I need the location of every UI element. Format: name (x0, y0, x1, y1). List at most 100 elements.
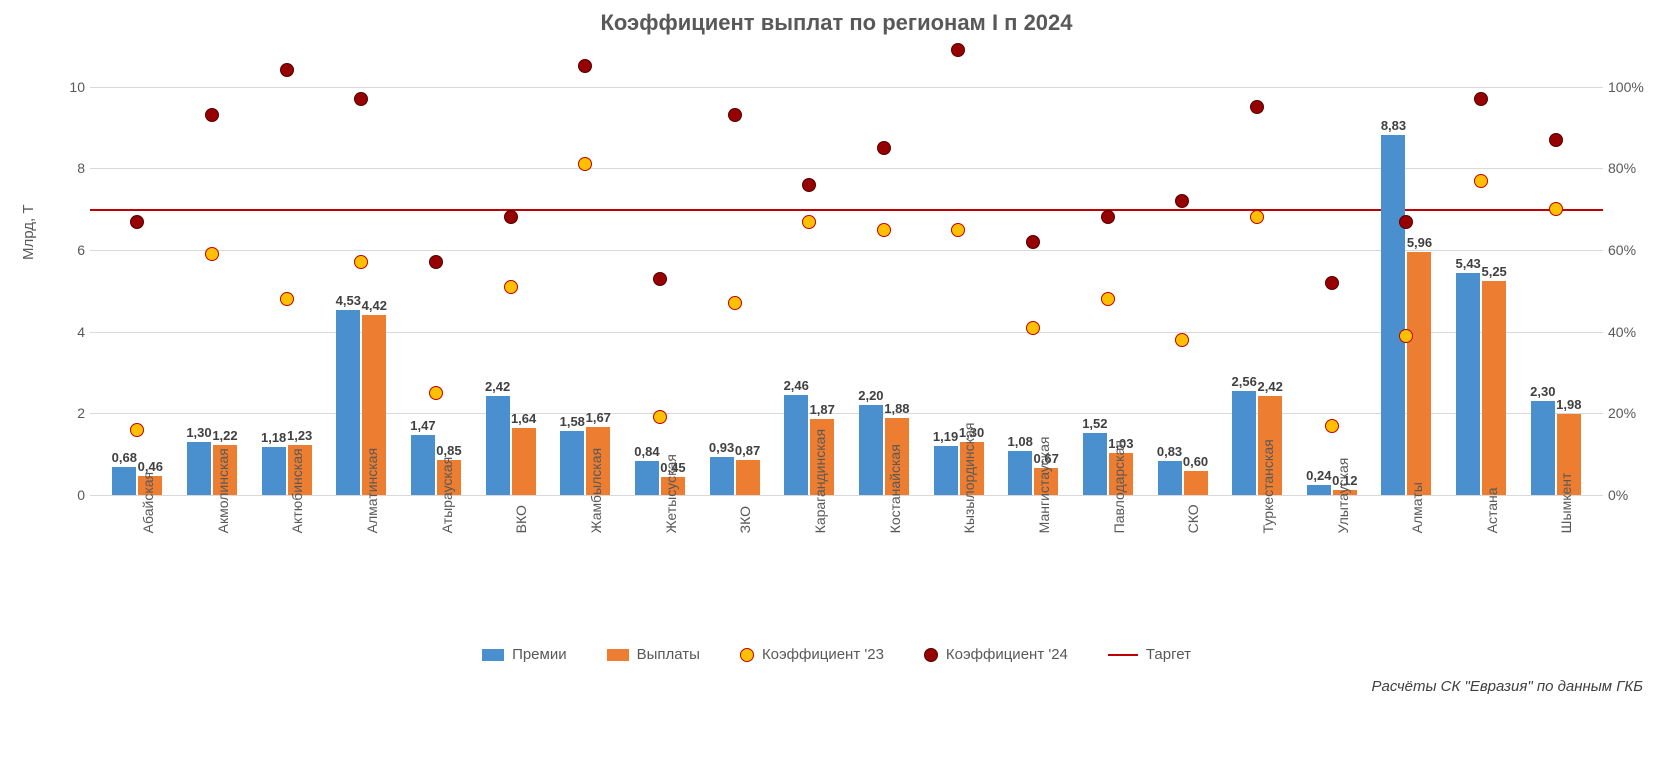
bar-group: 1,470,85 (399, 46, 474, 495)
bar-value-label: 4,42 (362, 298, 387, 313)
bar-premiums: 4,53 (336, 310, 360, 495)
y-tick-left: 2 (55, 405, 85, 421)
marker-coef23 (429, 386, 443, 400)
bar-premiums: 1,08 (1008, 451, 1032, 495)
marker-coef23 (1175, 333, 1189, 347)
y-tick-left: 0 (55, 487, 85, 503)
marker-coef24 (1250, 100, 1264, 114)
bar-group: 0,840,45 (623, 46, 698, 495)
bar-value-label: 5,43 (1455, 256, 1480, 271)
bars-layer: 0,680,461,301,221,181,234,534,421,470,85… (90, 46, 1603, 495)
marker-coef23 (1250, 210, 1264, 224)
bar-value-label: 5,96 (1407, 235, 1432, 250)
bar-value-label: 2,20 (858, 388, 883, 403)
bar-premiums: 2,46 (784, 395, 808, 495)
bar-value-label: 1,98 (1556, 397, 1581, 412)
bar-value-label: 2,56 (1232, 374, 1257, 389)
bar-premiums: 1,18 (262, 447, 286, 495)
legend-label-premiums: Премии (512, 646, 567, 663)
legend-label-coef23: Коэффициент '23 (762, 646, 884, 663)
marker-coef23 (280, 292, 294, 306)
chart-footnote: Расчёты СК "Евразия" по данным ГКБ (10, 678, 1663, 695)
bar-premiums: 1,52 (1083, 433, 1107, 495)
bar-group: 8,83 5,96 (1369, 46, 1444, 495)
bar-value-label: 1,23 (287, 428, 312, 443)
bar-value-label: 1,08 (1008, 434, 1033, 449)
marker-coef23 (1399, 329, 1413, 343)
bar-value-label: 1,19 (933, 429, 958, 444)
marker-coef23 (130, 423, 144, 437)
legend: Премии Выплаты Коэффициент '23 Коэффицие… (10, 646, 1663, 663)
bar-payouts: 0,87 (736, 460, 760, 496)
bar-group: 0,830,60 (1145, 46, 1220, 495)
bar-premiums: 0,84 (635, 461, 659, 495)
bar-value-label: 1,18 (261, 430, 286, 445)
bar-premiums: 0,83 (1158, 461, 1182, 495)
marker-coef23 (1101, 292, 1115, 306)
bar-premiums: 5,43 (1456, 273, 1480, 495)
bar-premiums: 0,93 (710, 457, 734, 495)
legend-item-target: Таргет (1108, 646, 1191, 663)
bar-value-label: 2,30 (1530, 384, 1555, 399)
chart-plot-area: 02468100%20%40%60%80%100%0,680,461,301,2… (90, 46, 1603, 496)
marker-coef24 (578, 59, 592, 73)
bar-group: 4,534,42 (324, 46, 399, 495)
legend-item-coef24: Коэффициент '24 (924, 646, 1068, 663)
y-tick-left: 4 (55, 324, 85, 340)
bar-value-label: 0,68 (112, 450, 137, 465)
bar-group: 2,301,98 (1518, 46, 1593, 495)
legend-swatch-payouts (607, 649, 629, 661)
y-tick-left: 10 (55, 79, 85, 95)
y-tick-right: 100% (1608, 79, 1653, 95)
bar-value-label: 1,87 (810, 402, 835, 417)
y-tick-left: 8 (55, 160, 85, 176)
marker-coef24 (1325, 276, 1339, 290)
marker-coef24 (429, 255, 443, 269)
bar-premiums: 1,19 (934, 446, 958, 495)
y-tick-right: 80% (1608, 160, 1653, 176)
bar-premiums: 2,30 (1531, 401, 1555, 495)
bar-premiums: 1,47 (411, 435, 435, 495)
legend-label-payouts: Выплаты (637, 646, 700, 663)
marker-coef24 (1474, 92, 1488, 106)
y-tick-right: 40% (1608, 324, 1653, 340)
marker-coef24 (1549, 133, 1563, 147)
bar-value-label: 2,42 (485, 379, 510, 394)
marker-coef23 (1549, 202, 1563, 216)
bar-premiums: 2,42 (486, 396, 510, 495)
legend-item-premiums: Премии (482, 646, 567, 663)
marker-coef24 (802, 178, 816, 192)
marker-coef24 (1175, 194, 1189, 208)
marker-coef24 (504, 210, 518, 224)
bar-premiums: 2,20 (859, 405, 883, 495)
legend-label-coef24: Коэффициент '24 (946, 646, 1068, 663)
marker-coef23 (728, 296, 742, 310)
chart-title: Коэффициент выплат по регионам I п 2024 (10, 10, 1663, 36)
bar-value-label: 1,52 (1082, 416, 1107, 431)
legend-marker-coef24 (924, 648, 938, 662)
y-tick-left: 6 (55, 242, 85, 258)
bar-value-label: 0,84 (634, 444, 659, 459)
bar-value-label: 1,22 (212, 428, 237, 443)
marker-coef23 (1026, 321, 1040, 335)
bar-group: 2,201,88 (847, 46, 922, 495)
bar-value-label: 8,83 (1381, 118, 1406, 133)
bar-group: 2,461,87 (772, 46, 847, 495)
marker-coef24 (1026, 235, 1040, 249)
marker-coef24 (877, 141, 891, 155)
bar-group: 1,181,23 (249, 46, 324, 495)
marker-coef23 (578, 157, 592, 171)
bar-value-label: 1,47 (410, 418, 435, 433)
marker-coef23 (877, 223, 891, 237)
x-axis-labels: АбайскаяАкмолинскаяАктюбинскаяАлматинска… (90, 496, 1603, 636)
marker-coef23 (1474, 174, 1488, 188)
legend-swatch-premiums (482, 649, 504, 661)
bar-premiums: 1,58 (560, 431, 584, 495)
bar-premiums: 2,56 (1232, 391, 1256, 495)
marker-coef24 (951, 43, 965, 57)
bar-value-label: 1,64 (511, 411, 536, 426)
bar-value-label: 0,60 (1183, 454, 1208, 469)
bar-value-label: 1,30 (186, 425, 211, 440)
legend-item-coef23: Коэффициент '23 (740, 646, 884, 663)
bar-group: 5,435,25 (1444, 46, 1519, 495)
